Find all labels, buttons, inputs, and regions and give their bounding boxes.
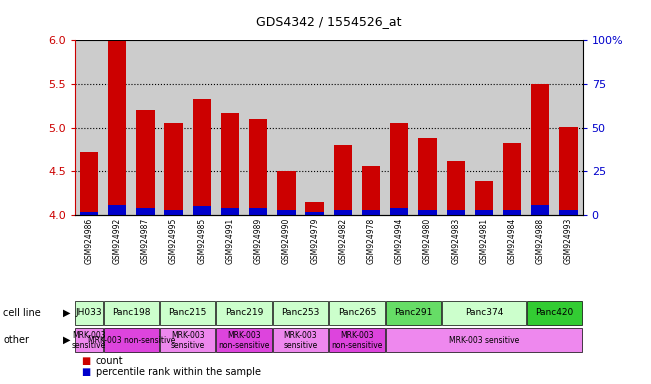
Text: Panc198: Panc198 xyxy=(112,308,150,317)
Bar xyxy=(559,210,577,215)
Text: Panc219: Panc219 xyxy=(225,308,263,317)
Bar xyxy=(305,212,324,215)
Text: Panc215: Panc215 xyxy=(169,308,207,317)
Bar xyxy=(531,205,549,215)
Bar xyxy=(362,166,380,215)
Text: count: count xyxy=(96,356,123,366)
Bar xyxy=(136,110,154,215)
Bar xyxy=(390,208,408,215)
Text: MRK-003 non-sensitive: MRK-003 non-sensitive xyxy=(88,336,175,345)
Text: Panc265: Panc265 xyxy=(338,308,376,317)
Text: Panc253: Panc253 xyxy=(281,308,320,317)
Text: Panc420: Panc420 xyxy=(535,308,574,317)
Text: Panc374: Panc374 xyxy=(465,308,503,317)
Bar xyxy=(390,123,408,215)
Bar xyxy=(273,301,328,324)
Bar xyxy=(277,171,296,215)
Bar xyxy=(221,208,239,215)
Text: other: other xyxy=(3,335,29,345)
Bar xyxy=(104,328,159,352)
Text: MRK-003
sensitive: MRK-003 sensitive xyxy=(72,331,106,350)
Text: JH033: JH033 xyxy=(76,308,102,317)
Text: MRK-003
non-sensitive: MRK-003 non-sensitive xyxy=(219,331,270,350)
Bar xyxy=(76,301,103,324)
Text: ▶: ▶ xyxy=(63,335,71,345)
Bar xyxy=(447,161,465,215)
Bar xyxy=(419,210,437,215)
Bar xyxy=(527,301,582,324)
Bar xyxy=(503,210,521,215)
Bar xyxy=(136,208,154,215)
Bar xyxy=(76,328,103,352)
Bar xyxy=(160,301,215,324)
Bar xyxy=(442,301,526,324)
Text: MRK-003
non-sensitive: MRK-003 non-sensitive xyxy=(331,331,383,350)
Bar xyxy=(503,142,521,215)
Text: MRK-003
sensitive: MRK-003 sensitive xyxy=(171,331,205,350)
Bar xyxy=(165,210,183,215)
Bar xyxy=(108,41,126,215)
Bar xyxy=(216,328,272,352)
Bar xyxy=(160,328,215,352)
Text: ■: ■ xyxy=(81,356,90,366)
Bar xyxy=(475,210,493,215)
Bar xyxy=(249,119,268,215)
Bar xyxy=(108,205,126,215)
Bar xyxy=(329,301,385,324)
Bar xyxy=(329,328,385,352)
Bar xyxy=(249,208,268,215)
Text: Panc291: Panc291 xyxy=(395,308,432,317)
Bar xyxy=(80,212,98,215)
Bar xyxy=(165,123,183,215)
Bar xyxy=(193,206,211,215)
Bar xyxy=(334,145,352,215)
Bar xyxy=(559,127,577,215)
Bar xyxy=(362,210,380,215)
Bar xyxy=(273,328,328,352)
Bar xyxy=(80,152,98,215)
Bar xyxy=(334,210,352,215)
Text: percentile rank within the sample: percentile rank within the sample xyxy=(96,367,260,377)
Text: ■: ■ xyxy=(81,367,90,377)
Text: MRK-003 sensitive: MRK-003 sensitive xyxy=(449,336,519,345)
Bar xyxy=(216,301,272,324)
Bar xyxy=(305,202,324,215)
Bar xyxy=(475,181,493,215)
Bar xyxy=(385,301,441,324)
Bar xyxy=(221,113,239,215)
Bar xyxy=(193,99,211,215)
Text: MRK-003
sensitive: MRK-003 sensitive xyxy=(283,331,318,350)
Bar xyxy=(104,301,159,324)
Text: ▶: ▶ xyxy=(63,308,71,318)
Bar xyxy=(277,210,296,215)
Text: cell line: cell line xyxy=(3,308,41,318)
Text: GDS4342 / 1554526_at: GDS4342 / 1554526_at xyxy=(256,15,402,28)
Bar xyxy=(385,328,582,352)
Bar xyxy=(447,210,465,215)
Bar xyxy=(531,84,549,215)
Bar xyxy=(419,138,437,215)
